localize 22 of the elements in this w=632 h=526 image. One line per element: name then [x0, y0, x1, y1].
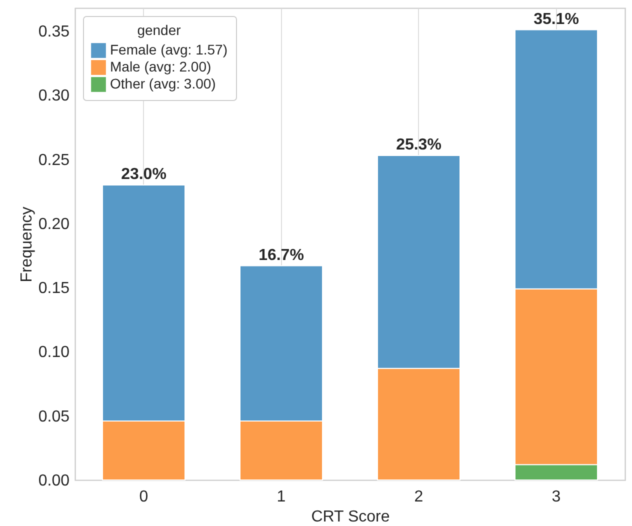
y-tick-label: 0.30 [38, 88, 70, 105]
y-tick-label: 0.00 [38, 472, 70, 490]
total-label: 35.1% [534, 10, 579, 28]
x-tick-label: 2 [414, 488, 424, 506]
legend-label: Male (avg: 2.00) [110, 58, 212, 74]
legend-label: Female (avg: 1.57) [110, 42, 228, 58]
total-label: 25.3% [396, 136, 442, 154]
y-tick-label: 0.10 [38, 344, 70, 362]
y-tick-label: 0.25 [38, 152, 70, 169]
legend-label: Other (avg: 3.00) [110, 76, 216, 92]
x-axis-title: CRT Score [311, 508, 390, 526]
y-tick-label: 0.20 [38, 216, 70, 233]
x-tick-label: 0 [139, 488, 148, 506]
y-axis-title: Frequency [18, 206, 36, 282]
x-tick-label: 1 [276, 488, 286, 506]
total-label: 23.0% [121, 166, 166, 183]
y-tick-label: 0.05 [38, 408, 70, 426]
x-tick-label: 3 [552, 488, 561, 506]
y-tick-label: 0.15 [38, 280, 70, 298]
legend-title: gender [137, 22, 182, 38]
y-tick-label: 0.35 [38, 24, 70, 41]
total-label: 16.7% [258, 246, 304, 264]
